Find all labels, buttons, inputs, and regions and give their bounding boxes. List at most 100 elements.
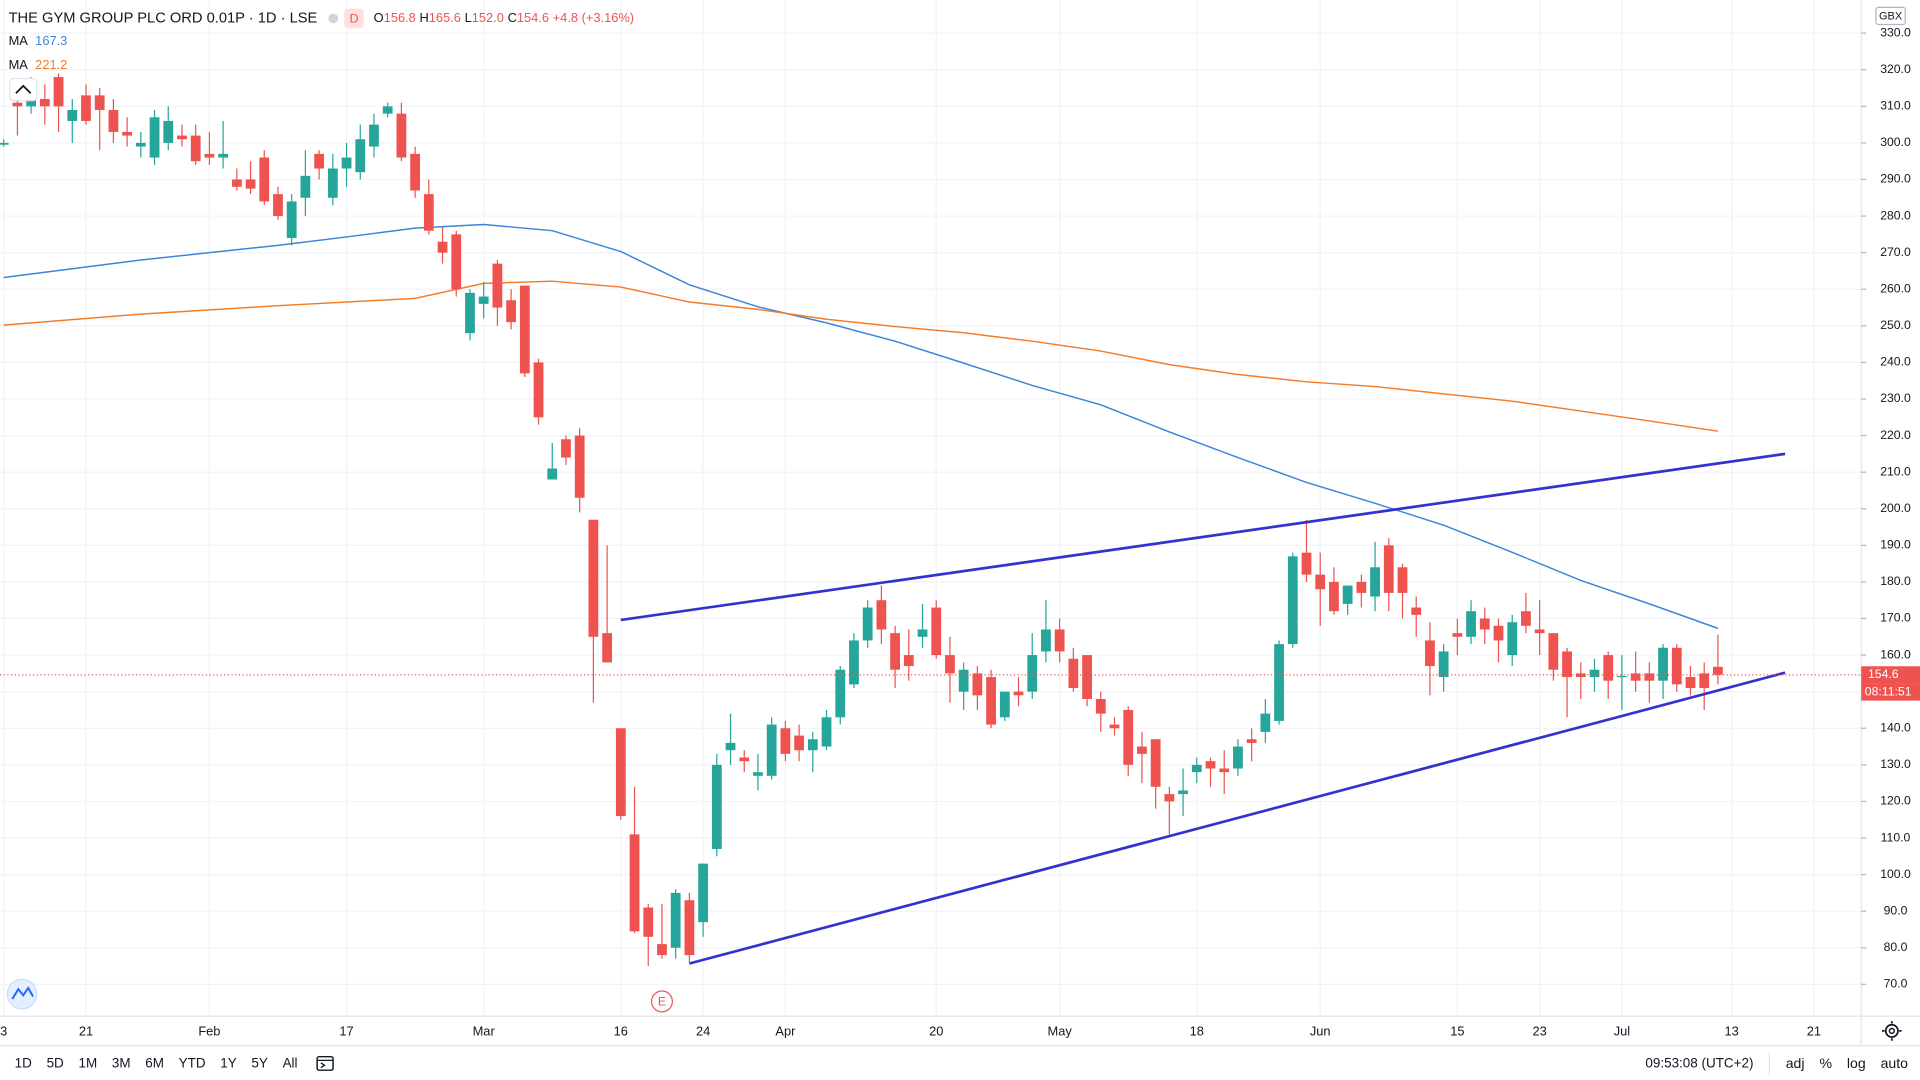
candle-body (739, 757, 750, 762)
candle-body (1137, 746, 1147, 754)
y-tick-label: 130.0 (1880, 757, 1911, 771)
candle-body (1521, 611, 1531, 626)
axis-option-button[interactable]: log (1847, 1055, 1866, 1071)
candle-body (835, 669, 846, 718)
y-tick-label: 90.0 (1884, 903, 1908, 917)
range-button[interactable]: 1M (78, 1056, 97, 1071)
axis-option-button[interactable]: auto (1881, 1055, 1909, 1071)
candle-body (615, 728, 626, 817)
candle-body (465, 292, 475, 334)
candle-body (67, 109, 78, 121)
x-tick-label: 18 (1190, 1024, 1204, 1039)
range-button[interactable]: 5D (47, 1056, 64, 1071)
candle-body (931, 607, 942, 656)
candle-body (1438, 651, 1449, 678)
x-tick-label: Jul (1614, 1024, 1630, 1039)
range-button[interactable]: 6M (145, 1056, 164, 1071)
range-button[interactable]: 5Y (251, 1056, 267, 1071)
candle-body (1150, 739, 1161, 787)
candle-body (1493, 625, 1504, 641)
x-tick-label: 16 (614, 1024, 628, 1039)
y-tick-label: 260.0 (1880, 281, 1911, 295)
candle-body (1068, 658, 1079, 689)
x-tick-label: 3 (0, 1024, 7, 1039)
candle-body (1191, 764, 1202, 773)
range-button[interactable]: All (283, 1056, 298, 1071)
symbol-title: THE GYM GROUP PLC ORD 0.01P · 1D · LSE (9, 10, 318, 26)
indicator-value: 167.3 (35, 33, 67, 48)
candle-body (122, 131, 133, 136)
candle-body (81, 95, 91, 121)
candle-body (163, 120, 174, 143)
x-tick-label: 20 (929, 1024, 943, 1039)
candle-body (1630, 673, 1641, 681)
ohlc-value: 152.0 (472, 10, 504, 25)
candle-body (341, 157, 352, 169)
candle-body (1699, 673, 1710, 689)
candle-body (314, 153, 325, 169)
candle-body (1507, 622, 1518, 656)
candle-body (711, 764, 722, 849)
candle-body (1479, 618, 1490, 630)
candle-body (327, 168, 338, 198)
candle-body (1041, 629, 1051, 652)
axis-option-button[interactable]: % (1819, 1055, 1832, 1071)
x-tick-label: May (1048, 1024, 1073, 1039)
earnings-marker[interactable] (650, 990, 673, 1013)
candle-body (273, 194, 283, 217)
y-tick-label: 210.0 (1880, 464, 1911, 478)
trend-line (620, 452, 1786, 622)
candle-body (588, 519, 599, 637)
candle-body (945, 655, 955, 674)
clock: 09:53:08 (UTC+2) (1645, 1056, 1753, 1071)
candle-body (1370, 567, 1380, 597)
range-button[interactable]: YTD (179, 1056, 206, 1071)
candle-body (780, 728, 791, 754)
candle-body (204, 153, 215, 158)
settings-button[interactable] (1882, 1021, 1902, 1041)
candle-body (821, 717, 832, 747)
y-tick-label: 120.0 (1880, 794, 1911, 808)
collapse-button[interactable] (9, 77, 38, 102)
candle-body (53, 77, 64, 107)
candle-body (794, 735, 804, 751)
candle-body (190, 135, 201, 162)
last-price-badge (1861, 666, 1920, 684)
candle-body (1548, 633, 1559, 670)
ohlc-key: L (465, 10, 472, 25)
interval-badge[interactable] (344, 8, 364, 29)
candle-body (1466, 611, 1476, 637)
candle-body (1452, 633, 1463, 637)
candle-body (1356, 581, 1367, 593)
indicator-name: MA (9, 33, 29, 48)
candle-body (149, 117, 160, 158)
range-button[interactable]: 1D (15, 1056, 32, 1071)
candle-body (1095, 698, 1106, 714)
candle-body (1219, 768, 1230, 773)
y-tick-label: 310.0 (1880, 99, 1911, 113)
candle-body (1109, 724, 1120, 729)
x-tick-label: 24 (696, 1024, 710, 1039)
candle-body (492, 263, 503, 308)
candle-body (177, 135, 187, 140)
y-tick-label: 70.0 (1884, 977, 1908, 991)
date-range-button[interactable] (316, 1055, 334, 1071)
candle-body (1123, 709, 1134, 765)
indicator-value: 221.2 (35, 57, 67, 72)
range-button[interactable]: 3M (112, 1056, 131, 1071)
candle-body (396, 113, 407, 158)
candle-body (1027, 655, 1038, 692)
y-tick-label: 200.0 (1880, 501, 1911, 515)
x-tick-label: 13 (1724, 1024, 1738, 1039)
logo[interactable] (6, 978, 38, 1010)
candle-body (1329, 581, 1339, 612)
range-button[interactable]: 1Y (220, 1056, 236, 1071)
y-tick-label: 250.0 (1880, 318, 1911, 332)
candle-body (1534, 629, 1545, 634)
ohlc-value: 154.6 (517, 10, 549, 25)
grid (0, 0, 1862, 1017)
axis-option-button[interactable]: adj (1786, 1055, 1805, 1071)
indicator-name: MA (9, 57, 29, 72)
